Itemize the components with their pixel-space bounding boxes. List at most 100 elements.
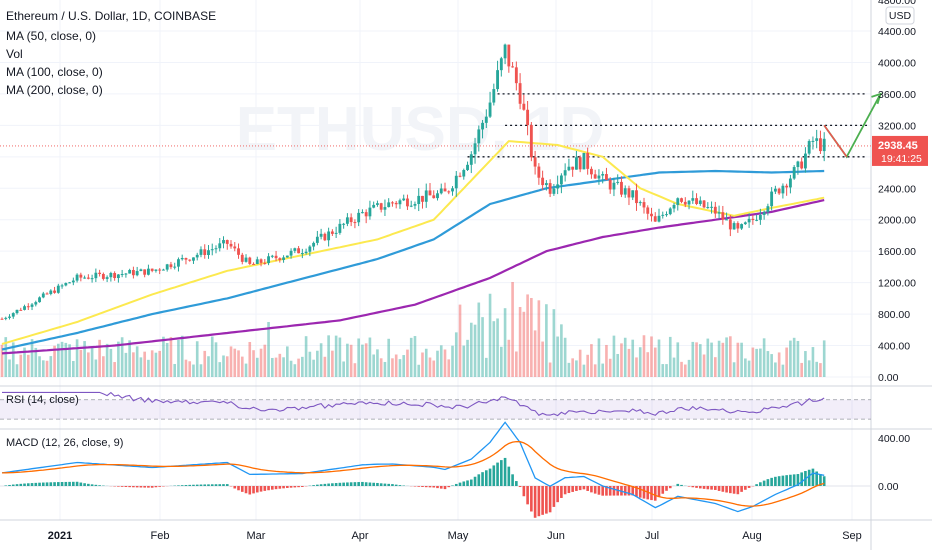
candle-218 <box>819 130 822 154</box>
candle-body-47 <box>177 259 180 267</box>
volume-bar-122 <box>458 304 462 377</box>
candle-body-5 <box>19 309 23 311</box>
volume-bar-59 <box>222 355 225 377</box>
indicator-ma100-label[interactable]: MA (100, close, 0) <box>6 65 103 79</box>
candle-body-144 <box>541 177 545 186</box>
candle-body-182 <box>683 201 687 205</box>
volume-bar-26 <box>98 339 101 377</box>
macd-hist-bar-197 <box>740 486 743 492</box>
volume-bar-50 <box>188 361 192 377</box>
volume-bar-219 <box>822 340 826 377</box>
macd-label[interactable]: MACD (12, 26, close, 9) <box>6 437 124 449</box>
candle-155 <box>582 152 586 170</box>
candle-body-3 <box>11 313 15 317</box>
macd-hist-bar-101 <box>379 483 383 486</box>
candle-body-168 <box>631 190 635 198</box>
macd-hist-bar-205 <box>770 477 773 486</box>
volume-bar-46 <box>173 363 177 377</box>
candle-41 <box>154 269 158 273</box>
candle-146 <box>548 179 552 198</box>
indicator-ma200-label[interactable]: MA (200, close, 0) <box>6 83 103 97</box>
candle-99 <box>372 201 376 209</box>
candle-5 <box>19 307 23 311</box>
macd-hist-bar-22 <box>83 483 86 486</box>
volume-bar-178 <box>668 336 672 377</box>
volume-bar-23 <box>87 352 90 377</box>
candle-body-200 <box>751 218 755 221</box>
macd-hist-bar-137 <box>515 481 518 486</box>
candle-body-138 <box>518 83 522 104</box>
macd-hist-bar-97 <box>364 482 368 486</box>
candle-body-169 <box>635 190 638 204</box>
volume-bar-58 <box>218 362 222 377</box>
macd-hist-bar-55 <box>207 484 210 486</box>
indicator-ma50-label[interactable]: MA (50, close, 0) <box>6 29 97 43</box>
volume-bar-125 <box>469 322 473 377</box>
volume-bar-69 <box>259 348 263 377</box>
candle-142 <box>533 150 537 175</box>
candle-72 <box>270 254 274 259</box>
macd-hist-bar-15 <box>57 482 60 486</box>
volume-bar-115 <box>432 360 436 377</box>
candle-body-135 <box>507 44 511 67</box>
macd-hist-bar-51 <box>192 484 195 486</box>
candle-body-203 <box>762 212 766 215</box>
candle-body-69 <box>259 259 263 263</box>
volume-bar-193 <box>725 337 728 377</box>
volume-bar-45 <box>169 337 173 377</box>
candle-body-60 <box>225 240 229 244</box>
volume-bar-112 <box>421 352 424 377</box>
volume-bar-80 <box>301 356 304 377</box>
candle-body-12 <box>45 293 49 295</box>
candle-126 <box>473 137 477 164</box>
candle-body-161 <box>605 174 608 181</box>
candle-body-170 <box>638 202 642 204</box>
candle-body-188 <box>706 207 710 209</box>
candle-body-177 <box>665 214 668 216</box>
price-tick-4400.00: 4400.00 <box>878 26 916 38</box>
candle-69 <box>259 258 263 267</box>
macd-hist-bar-73 <box>274 486 278 490</box>
candle-215 <box>807 139 811 156</box>
macd-hist-bar-132 <box>496 462 499 486</box>
volume-bar-90 <box>338 337 342 377</box>
candle-body-172 <box>646 207 650 214</box>
candle-body-184 <box>691 198 695 201</box>
macd-hist-bar-110 <box>413 486 417 487</box>
volume-bar-105 <box>394 354 398 377</box>
candle-156 <box>586 147 590 175</box>
macd-hist-bar-98 <box>368 482 372 486</box>
candle-13 <box>49 289 53 296</box>
macd-hist-bar-88 <box>331 483 334 486</box>
rsi-label[interactable]: RSI (14, close) <box>6 394 79 406</box>
candle-body-57 <box>214 248 218 250</box>
candle-8 <box>30 302 34 311</box>
volume-bar-126 <box>473 324 477 377</box>
candle-body-208 <box>781 185 785 194</box>
candle-body-130 <box>488 102 492 117</box>
candle-81 <box>304 248 308 255</box>
candle-83 <box>312 241 316 251</box>
candle-180 <box>676 197 680 211</box>
candle-body-89 <box>334 232 338 234</box>
macd-hist-bar-90 <box>338 482 342 486</box>
price-tick-2000.00: 2000.00 <box>878 215 916 227</box>
candle-body-23 <box>86 277 90 279</box>
candle-193 <box>725 212 729 221</box>
macd-hist-bar-140 <box>526 486 529 505</box>
candle-body-195 <box>732 223 736 230</box>
candle-107 <box>402 194 406 202</box>
candle-104 <box>391 201 394 207</box>
volume-bar-190 <box>714 357 717 377</box>
candle-body-141 <box>529 125 533 158</box>
candle-141 <box>529 122 533 162</box>
volume-bar-182 <box>683 364 687 377</box>
candle-body-1 <box>4 317 8 319</box>
macd-hist-bar-177 <box>665 486 668 491</box>
time-tick-May: May <box>448 530 469 542</box>
volume-bar-49 <box>184 359 188 377</box>
indicator-volume-label[interactable]: Vol <box>6 47 23 61</box>
candle-169 <box>635 183 638 211</box>
volume-bar-154 <box>578 349 582 377</box>
